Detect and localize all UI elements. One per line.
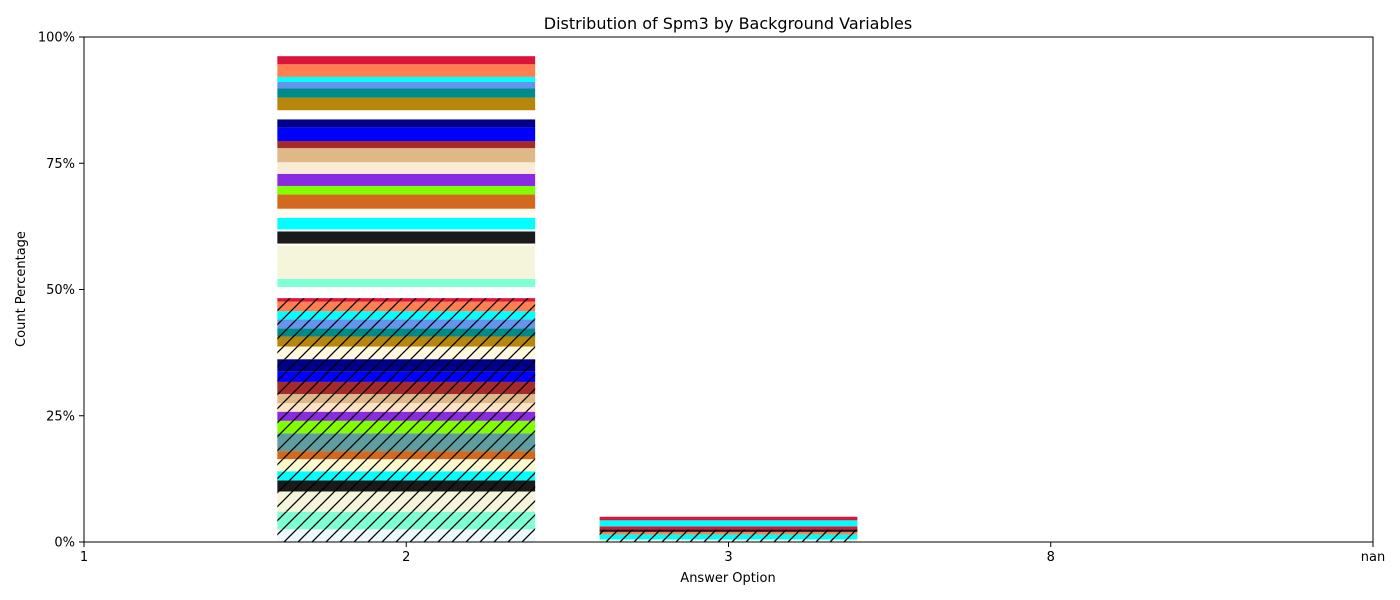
bar-segment-3-5 [599, 520, 858, 527]
bar-segment-2-36 [277, 127, 536, 142]
bar-segment-2-31 [277, 185, 536, 195]
y-tick-label: 100% [38, 31, 75, 46]
y-tick-label: 50% [46, 283, 75, 298]
bar-hatch-2-15 [277, 346, 536, 360]
bar-hatch-2-18 [277, 319, 536, 329]
bar-hatch-2-13 [277, 371, 536, 382]
bar-hatch-2-4 [277, 471, 536, 481]
bar-segment-2-40 [277, 88, 536, 98]
bar-segment-2-37 [277, 119, 536, 128]
chart-title: Distribution of Spm3 by Background Varia… [544, 14, 912, 33]
bar-segment-2-25 [277, 243, 536, 246]
bar-segment-2-38 [277, 110, 536, 120]
bar-hatch-2-10 [277, 403, 536, 412]
bar-segment-2-24 [277, 245, 536, 279]
bar-segment-2-44 [277, 56, 536, 65]
y-tick-label: 75% [46, 157, 75, 172]
x-tick-label: 3 [724, 550, 732, 565]
bar-hatch-2-14 [277, 359, 536, 372]
bar-segment-3-4 [599, 526, 858, 530]
x-tick-label: 8 [1047, 550, 1055, 565]
x-tick-label: 1 [80, 550, 88, 565]
bars-layer [277, 56, 858, 542]
bar-segment-2-28 [277, 217, 536, 230]
bar-hatch-2-5 [277, 459, 536, 472]
bar-segment-2-32 [277, 173, 536, 186]
bar-hatch-2-21 [277, 298, 536, 302]
y-tick-label: 0% [54, 536, 75, 551]
bar-hatch-2-7 [277, 433, 536, 452]
bar-segment-2-22 [277, 286, 536, 299]
bar-hatch-2-3 [277, 480, 536, 492]
bar-hatch-2-8 [277, 420, 536, 434]
bar-segment-2-41 [277, 81, 536, 89]
bar-hatch-3-3 [599, 529, 858, 532]
bar-segment-2-23 [277, 278, 536, 287]
x-tick-label: nan [1361, 550, 1385, 565]
bar-segment-2-29 [277, 208, 536, 218]
bar-segment-2-30 [277, 194, 536, 209]
bar-hatch-2-1 [277, 511, 536, 530]
y-tick-label: 25% [46, 409, 75, 424]
bar-hatch-3-0 [599, 539, 858, 542]
bar-segment-2-43 [277, 64, 536, 77]
bar-segment-3-6 [599, 516, 858, 521]
bar-segment-2-35 [277, 141, 536, 149]
bar-hatch-3-2 [599, 531, 858, 535]
bar-segment-2-42 [277, 76, 536, 82]
bar-hatch-2-11 [277, 394, 536, 404]
bar-hatch-2-2 [277, 491, 536, 512]
bar-hatch-2-20 [277, 301, 536, 312]
bar-hatch-2-9 [277, 411, 536, 421]
y-axis-label: Count Percentage [14, 231, 29, 347]
bar-hatch-3-1 [599, 534, 858, 540]
bar-hatch-2-19 [277, 311, 536, 320]
bar-hatch-2-0 [277, 529, 536, 542]
bar-hatch-2-6 [277, 451, 536, 460]
x-tick-label: 2 [402, 550, 410, 565]
bar-segment-2-27 [277, 229, 536, 232]
bar-hatch-2-12 [277, 381, 536, 395]
bar-segment-2-26 [277, 231, 536, 244]
bar-hatch-2-16 [277, 336, 536, 347]
bar-segment-2-33 [277, 162, 536, 174]
bar-segment-2-39 [277, 97, 536, 111]
bar-segment-2-34 [277, 148, 536, 163]
bar-hatch-2-17 [277, 328, 536, 337]
x-axis: 1 2 3 8 nan [80, 542, 1385, 565]
x-axis-label: Answer Option [680, 571, 775, 586]
y-axis: 0% 25% 50% 75% 100% [38, 31, 84, 551]
